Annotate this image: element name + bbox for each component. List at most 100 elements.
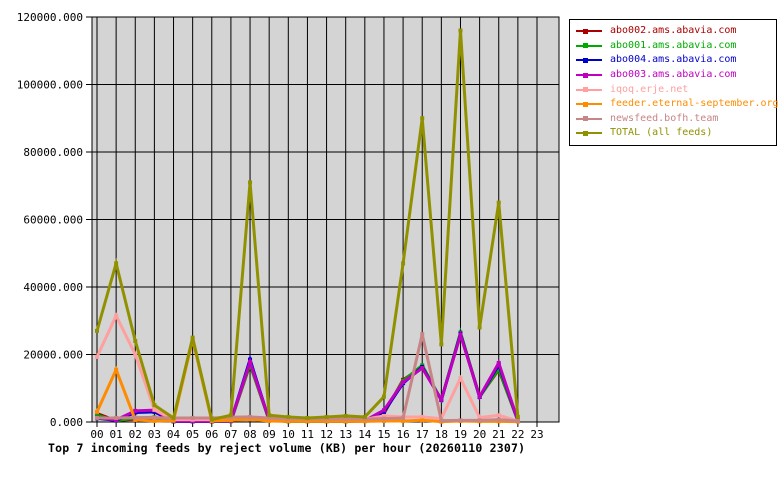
- legend: abo002.ams.abavia.com abo001.ams.abavia.c…: [569, 19, 779, 146]
- series-point: [324, 419, 329, 424]
- y-tick-label: 80000.000: [23, 146, 83, 159]
- series-point: [95, 413, 99, 418]
- series-point: [496, 200, 501, 205]
- series-point: [114, 415, 119, 420]
- x-tick-label: 17: [416, 428, 429, 441]
- series-point: [324, 416, 329, 421]
- series-point: [420, 116, 425, 121]
- legend-line-sample-icon: [576, 100, 602, 109]
- series-point: [286, 419, 291, 424]
- series-point: [343, 419, 348, 424]
- y-tick-label: 20000.000: [23, 349, 83, 362]
- legend-label: feeder.eternal-september.org: [610, 98, 779, 110]
- x-tick-label: 18: [435, 428, 448, 441]
- x-tick-label: 05: [186, 428, 199, 441]
- series-point: [248, 414, 253, 419]
- series-point: [343, 413, 348, 418]
- series-point: [401, 380, 406, 385]
- series-point: [152, 403, 157, 408]
- legend-label: iqoq.erje.net: [610, 83, 689, 95]
- series-point: [362, 416, 367, 421]
- series-point: [248, 180, 253, 185]
- series-point: [305, 419, 310, 424]
- series-point: [381, 413, 386, 418]
- x-tick-label: 08: [243, 428, 256, 441]
- series-point: [477, 394, 482, 399]
- series-point: [286, 414, 291, 419]
- series-point: [515, 414, 520, 419]
- series-point: [152, 415, 157, 420]
- series-point: [401, 418, 406, 423]
- x-tick-label: 12: [320, 428, 333, 441]
- legend-item: TOTAL (all feeds): [570, 126, 776, 141]
- x-tick-label: 01: [110, 428, 123, 441]
- series-point: [420, 414, 425, 419]
- legend-label: abo003.ams.abavia.com: [610, 69, 737, 81]
- series-point: [114, 367, 119, 372]
- legend-item: abo003.ams.abavia.com: [570, 68, 776, 83]
- x-tick-label: 06: [205, 428, 218, 441]
- series-point: [228, 415, 233, 420]
- series-point: [267, 413, 272, 418]
- legend-label: TOTAL (all feeds): [610, 127, 713, 139]
- series-point: [171, 418, 176, 423]
- series-point: [381, 416, 386, 421]
- series-point: [439, 397, 444, 402]
- x-tick-label: 20: [473, 428, 486, 441]
- series-point: [305, 415, 310, 420]
- series-point: [420, 366, 425, 370]
- series-point: [248, 359, 253, 364]
- series-point: [114, 417, 119, 422]
- series-point: [496, 417, 501, 422]
- series-point: [114, 261, 119, 266]
- x-tick-label: 09: [263, 428, 276, 441]
- series-point: [133, 417, 138, 422]
- series-point: [458, 28, 463, 33]
- legend-line-sample-icon: [576, 129, 602, 138]
- legend-item: newsfeed.bofh.team: [570, 112, 776, 127]
- series-point: [420, 418, 425, 423]
- series-point: [458, 376, 463, 381]
- series-point: [439, 342, 444, 347]
- series-point: [401, 415, 406, 420]
- series-point: [477, 415, 482, 420]
- series-point: [95, 415, 99, 420]
- x-tick-label: 16: [396, 428, 409, 441]
- legend-label: abo004.ams.abavia.com: [610, 54, 737, 66]
- series-point: [133, 415, 138, 420]
- series-point: [496, 413, 501, 418]
- legend-label: abo001.ams.abavia.com: [610, 39, 737, 51]
- series-point: [324, 414, 329, 419]
- x-tick-label: 15: [377, 428, 390, 441]
- series-point: [171, 415, 176, 420]
- series-point: [458, 332, 463, 337]
- series-point: [248, 417, 253, 422]
- x-tick-label: 11: [301, 428, 314, 441]
- series-point: [401, 261, 406, 266]
- legend-line-sample-icon: [576, 71, 602, 80]
- legend-line-sample-icon: [576, 85, 602, 94]
- legend-label: abo002.ams.abavia.com: [610, 25, 737, 37]
- series-point: [381, 418, 386, 423]
- legend-line-sample-icon: [576, 41, 602, 50]
- series-point: [228, 418, 233, 423]
- x-tick-label: 00: [90, 428, 103, 441]
- series-point: [133, 408, 138, 413]
- x-tick-label: 14: [358, 428, 372, 441]
- legend-item: abo002.ams.abavia.com: [570, 24, 776, 39]
- series-point: [477, 418, 482, 423]
- x-tick-label: 10: [282, 428, 295, 441]
- y-tick-label: 120000.000: [17, 11, 83, 24]
- legend-label: newsfeed.bofh.team: [610, 112, 719, 124]
- legend-item: feeder.eternal-september.org: [570, 97, 779, 112]
- x-tick-label: 07: [224, 428, 237, 441]
- series-point: [95, 409, 99, 414]
- series-point: [362, 419, 367, 424]
- series-point: [95, 328, 99, 333]
- series-point: [343, 416, 348, 421]
- series-point: [439, 418, 444, 423]
- x-tick-label: 03: [148, 428, 161, 441]
- x-tick-label: 19: [454, 428, 467, 441]
